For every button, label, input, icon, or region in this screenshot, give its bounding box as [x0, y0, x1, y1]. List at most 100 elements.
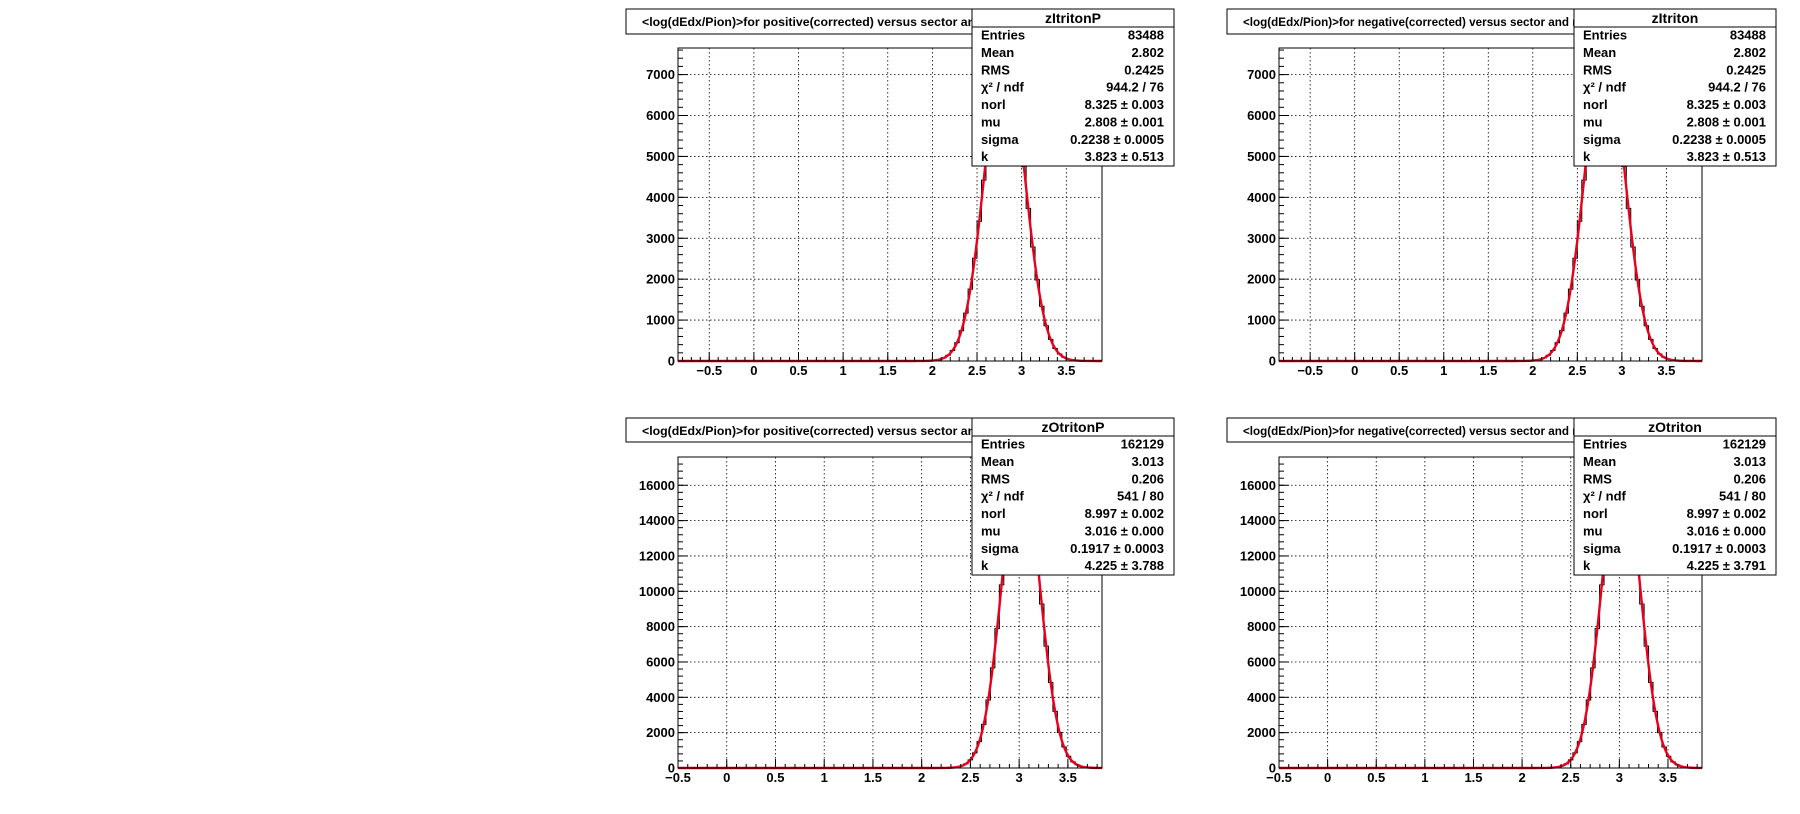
stat-label: k [1583, 149, 1591, 164]
stat-value: 162129 [1723, 437, 1766, 452]
y-tick-label: 6000 [1247, 108, 1276, 123]
y-tick-label: 4000 [1247, 690, 1276, 705]
y-tick-label: 2000 [1247, 272, 1276, 287]
stat-value: 541 / 80 [1117, 489, 1164, 504]
histogram-name: zItriton [1652, 10, 1699, 26]
x-tick-label: 3.5 [1659, 770, 1677, 785]
plot-frame [1278, 47, 1703, 362]
y-tick-label: 8000 [646, 619, 675, 634]
stat-value: 944.2 / 76 [1106, 80, 1164, 95]
x-tick-label: 0.5 [1367, 770, 1385, 785]
chart-pad-zItritonP: −0.5 0 0.5 1 1.5 2 2.5 3 3.5 0 1000 2000 3000 4000 500… [625, 8, 1175, 378]
y-tick-label: 0 [668, 354, 675, 369]
plot-frame [677, 47, 1103, 362]
stat-value: 2.808 ± 0.001 [1687, 114, 1766, 129]
stat-value: 0.2425 [1124, 62, 1164, 77]
stat-value: 0.206 [1733, 471, 1766, 486]
stats-box: zItriton Entries 83488 Mean 2.802 RMS 0.2425 χ²… [1573, 8, 1777, 167]
stat-value: 2.802 [1131, 45, 1164, 60]
x-tick-label: −0.5 [1266, 770, 1292, 785]
y-axis: 0 2000 4000 6000 8000 10000 12000 14000 16000 [1240, 456, 1289, 776]
y-tick-label: 7000 [646, 67, 675, 82]
chart-pad-zOtritonP: −0.5 0 0.5 1 1.5 2 2.5 3 3.502000400060008000100… [625, 417, 1175, 785]
stat-label: k [981, 558, 989, 573]
stat-label: sigma [981, 132, 1019, 147]
y-tick-label: 5000 [646, 149, 675, 164]
x-axis: −0.5 0 0.5 1 1.5 2 2.5 3 3.5 [681, 352, 1103, 378]
stat-value: 0.2238 ± 0.0005 [1070, 132, 1164, 147]
title-frame [625, 417, 1022, 443]
y-tick-label: 0 [1269, 354, 1276, 369]
stat-label: χ² / ndf [981, 489, 1025, 504]
stat-label: sigma [981, 541, 1019, 556]
y-tick-label: 0 [1269, 761, 1276, 776]
x-tick-label: 0.5 [1390, 363, 1408, 378]
title-frame [625, 8, 1022, 35]
y-tick-label: 10000 [639, 584, 675, 599]
y-tick-label: 5000 [1247, 149, 1276, 164]
stat-label: norl [981, 97, 1006, 112]
y-tick-label: 12000 [1240, 548, 1276, 563]
chart-pad-zOtriton: −0.5 0 0.5 1 1.5 2 2.5 3 3.502000400060008000100… [1226, 417, 1777, 785]
stat-label: mu [981, 523, 1001, 538]
stat-value: 3.013 [1733, 454, 1766, 469]
stat-label: Entries [981, 437, 1025, 452]
y-tick-label: 2000 [646, 725, 675, 740]
x-axis: −0.5 0 0.5 1 1.5 2 2.5 3 3.5 [665, 759, 1098, 785]
stat-label: mu [1583, 523, 1603, 538]
y-tick-label: 8000 [1247, 619, 1276, 634]
stat-label: sigma [1583, 132, 1621, 147]
stat-value: 3.016 ± 0.000 [1687, 523, 1766, 538]
stat-value: 83488 [1128, 28, 1164, 43]
x-tick-label: 3.5 [1059, 770, 1077, 785]
y-tick-label: 0 [668, 761, 675, 776]
stats-box: zOtriton Entries 162129 Mean 3.013 RMS 0.206 χ²… [1573, 417, 1777, 576]
stat-value: 83488 [1730, 28, 1766, 43]
y-tick-label: 4000 [1247, 190, 1276, 205]
chart-title: <log(dEdx/Pion)>for positive(corrected) … [642, 15, 1009, 29]
x-tick-label: 3 [1618, 363, 1625, 378]
y-tick-label: 12000 [639, 548, 675, 563]
title-box: <log(dEdx/Pion)>for negative(corrected) … [1226, 417, 1624, 443]
stat-value: 4.225 ± 3.788 [1085, 558, 1164, 573]
stats-frame [971, 8, 1175, 167]
y-tick-label: 3000 [1247, 231, 1276, 246]
stat-value: 3.013 [1131, 454, 1164, 469]
histogram-name: zOtriton [1648, 419, 1702, 435]
y-tick-label: 4000 [646, 690, 675, 705]
stat-value: 3.016 ± 0.000 [1085, 523, 1164, 538]
chart-title: <log(dEdx/Pion)>for positive(corrected) … [642, 424, 1009, 438]
y-tick-label: 14000 [1240, 513, 1276, 528]
stat-value: 162129 [1121, 437, 1164, 452]
stat-value: 8.997 ± 0.002 [1687, 506, 1766, 521]
stat-value: 3.823 ± 0.513 [1687, 149, 1766, 164]
histogram-name: zOtritonP [1042, 419, 1105, 435]
x-tick-label: 1.5 [1479, 363, 1497, 378]
chart-pad-zItriton: −0.5 0 0.5 1 1.5 2 2.5 3 3.5 0 1000 2000 3000 4000 500… [1226, 8, 1777, 378]
stat-label: Mean [981, 454, 1014, 469]
x-tick-label: 2 [929, 363, 936, 378]
stat-label: χ² / ndf [981, 80, 1025, 95]
y-tick-label: 2000 [1247, 725, 1276, 740]
stat-value: 541 / 80 [1719, 489, 1766, 504]
stats-frame [1573, 417, 1777, 576]
x-tick-label: −0.5 [1297, 363, 1323, 378]
stat-value: 4.225 ± 3.791 [1687, 558, 1766, 573]
stat-label: Mean [981, 45, 1014, 60]
stat-label: RMS [1583, 62, 1612, 77]
y-tick-label: 1000 [646, 313, 675, 328]
x-tick-label: 0 [1351, 363, 1358, 378]
x-tick-label: 1 [821, 770, 828, 785]
stat-label: Entries [1583, 437, 1627, 452]
stat-label: Entries [1583, 28, 1627, 43]
stat-label: RMS [981, 62, 1010, 77]
title-box: <log(dEdx/Pion)>for negative(corrected) … [1226, 8, 1624, 35]
y-axis: 0 1000 2000 3000 4000 5000 6000 7000 [1247, 49, 1289, 369]
x-tick-label: −0.5 [665, 770, 691, 785]
stat-label: χ² / ndf [1583, 489, 1627, 504]
y-axis: 0 2000 4000 6000 8000 10000 12000 14000 16000 [639, 456, 688, 776]
stat-label: mu [981, 114, 1001, 129]
x-tick-label: 3 [1018, 363, 1025, 378]
stat-value: 0.2425 [1726, 62, 1766, 77]
stat-label: k [981, 149, 989, 164]
